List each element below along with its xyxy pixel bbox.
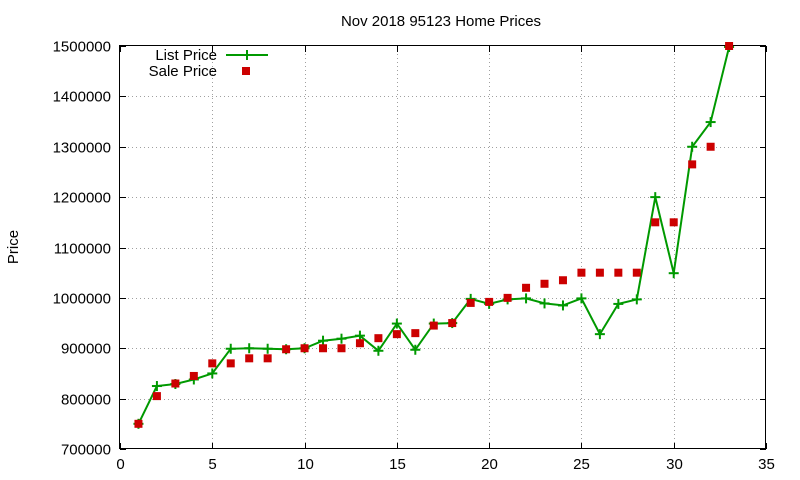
x-tick-label: 35 xyxy=(758,456,775,473)
y-tick-label: 1400000 xyxy=(53,89,111,106)
sale-price-point xyxy=(706,142,715,151)
y-tick-label: 1200000 xyxy=(53,190,111,207)
list-price-point xyxy=(262,343,273,354)
list-price-point xyxy=(613,298,624,309)
x-tick-label: 15 xyxy=(389,456,406,473)
y-tick-label: 1500000 xyxy=(53,39,111,56)
sale-price-point xyxy=(374,334,383,343)
sale-price-point xyxy=(429,321,438,330)
ticks-layer: 700000 800000 900000 1000000 1100000 1200000 1… xyxy=(53,39,775,474)
x-tick-label: 0 xyxy=(116,456,124,473)
list-price-point xyxy=(410,344,421,355)
sale-price-point xyxy=(669,218,678,227)
sale-price-point xyxy=(392,330,401,339)
sale-price-point xyxy=(337,344,346,353)
legend-label-list-price: List Price xyxy=(155,47,217,64)
y-axis-label: Price xyxy=(5,230,22,264)
sale-price-point xyxy=(485,297,494,306)
sale-price-point xyxy=(632,268,641,277)
x-tick-label: 5 xyxy=(208,456,216,473)
sale-price-point xyxy=(152,392,161,401)
sale-price-point xyxy=(503,293,512,302)
sale-price-point xyxy=(189,371,198,380)
sale-price-point xyxy=(263,354,272,363)
sale-price-point xyxy=(171,379,180,388)
chart-title: Nov 2018 95123 Home Prices xyxy=(341,13,541,30)
list-price-point xyxy=(631,294,642,305)
x-tick-label: 10 xyxy=(297,456,314,473)
x-tick-label: 30 xyxy=(666,456,683,473)
grid-layer xyxy=(120,46,766,449)
sale-price-point xyxy=(245,354,254,363)
list-price-point xyxy=(539,298,550,309)
sale-price-point xyxy=(688,160,697,169)
sale-price-point xyxy=(300,344,309,353)
sale-price-point xyxy=(522,283,531,292)
sale-price-point xyxy=(208,359,217,368)
sale-price-point xyxy=(355,339,364,348)
list-price-point xyxy=(668,268,679,279)
legend: List Price Sale Price xyxy=(149,47,268,80)
sale-price-point xyxy=(466,298,475,307)
x-tick-label: 25 xyxy=(573,456,590,473)
sale-price-point xyxy=(319,344,328,353)
x-tick-label: 20 xyxy=(481,456,498,473)
legend-marker-list-price xyxy=(242,50,252,60)
list-price-point xyxy=(705,117,716,128)
list-price-point xyxy=(594,329,605,340)
list-price-point xyxy=(336,333,347,344)
legend-label-sale-price: Sale Price xyxy=(149,63,217,80)
sale-price-point xyxy=(725,42,734,50)
list-price-point xyxy=(244,343,255,354)
list-price-point xyxy=(207,368,218,379)
y-tick-label: 1100000 xyxy=(54,241,111,258)
legend-marker-sale-price xyxy=(242,67,250,75)
list-price-point xyxy=(391,318,402,329)
y-tick-label: 800000 xyxy=(61,392,111,409)
list-price-point xyxy=(318,335,329,346)
y-tick-label: 700000 xyxy=(61,442,111,459)
sale-price-point xyxy=(558,276,567,285)
sale-price-point xyxy=(614,268,623,277)
list-price-point xyxy=(557,300,568,311)
sale-price-point xyxy=(651,218,660,227)
sale-price-point xyxy=(411,329,420,338)
y-tick-label: 1300000 xyxy=(53,140,111,157)
sale-price-point xyxy=(282,345,291,354)
series-layer xyxy=(133,42,735,429)
list-price-point xyxy=(354,330,365,341)
list-price-point xyxy=(687,141,698,152)
list-price-point xyxy=(225,343,236,354)
sale-price-point xyxy=(540,279,549,288)
plot-frame xyxy=(119,45,766,449)
list-price-point xyxy=(373,345,384,356)
sale-price-point xyxy=(134,419,143,428)
sale-price-point xyxy=(577,268,586,277)
list-price-point xyxy=(521,293,532,304)
list-price-point xyxy=(576,293,587,304)
sale-price-point xyxy=(448,319,457,328)
sale-price-point xyxy=(595,268,604,277)
sale-price-point xyxy=(226,359,235,368)
y-tick-label: 1000000 xyxy=(53,291,111,308)
list-price-point xyxy=(650,192,661,203)
y-tick-label: 900000 xyxy=(61,341,111,358)
list-price-point xyxy=(151,381,162,392)
